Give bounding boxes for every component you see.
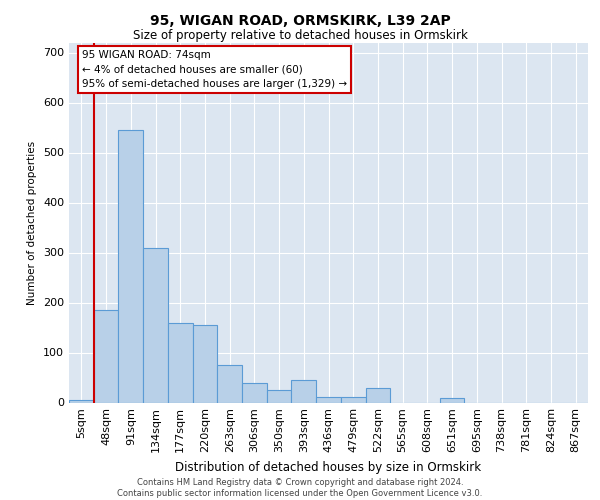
Bar — [143, 248, 168, 402]
Bar — [69, 400, 94, 402]
Bar — [267, 390, 292, 402]
Bar — [118, 130, 143, 402]
Bar — [341, 396, 365, 402]
X-axis label: Distribution of detached houses by size in Ormskirk: Distribution of detached houses by size … — [175, 461, 482, 474]
Bar — [365, 388, 390, 402]
Bar — [292, 380, 316, 402]
Text: 95, WIGAN ROAD, ORMSKIRK, L39 2AP: 95, WIGAN ROAD, ORMSKIRK, L39 2AP — [149, 14, 451, 28]
Bar — [316, 396, 341, 402]
Y-axis label: Number of detached properties: Number of detached properties — [28, 140, 37, 304]
Bar — [193, 325, 217, 402]
Text: 95 WIGAN ROAD: 74sqm
← 4% of detached houses are smaller (60)
95% of semi-detach: 95 WIGAN ROAD: 74sqm ← 4% of detached ho… — [82, 50, 347, 90]
Text: Contains HM Land Registry data © Crown copyright and database right 2024.
Contai: Contains HM Land Registry data © Crown c… — [118, 478, 482, 498]
Bar — [217, 365, 242, 403]
Bar — [440, 398, 464, 402]
Bar — [242, 382, 267, 402]
Bar — [168, 322, 193, 402]
Text: Size of property relative to detached houses in Ormskirk: Size of property relative to detached ho… — [133, 29, 467, 42]
Bar — [94, 310, 118, 402]
